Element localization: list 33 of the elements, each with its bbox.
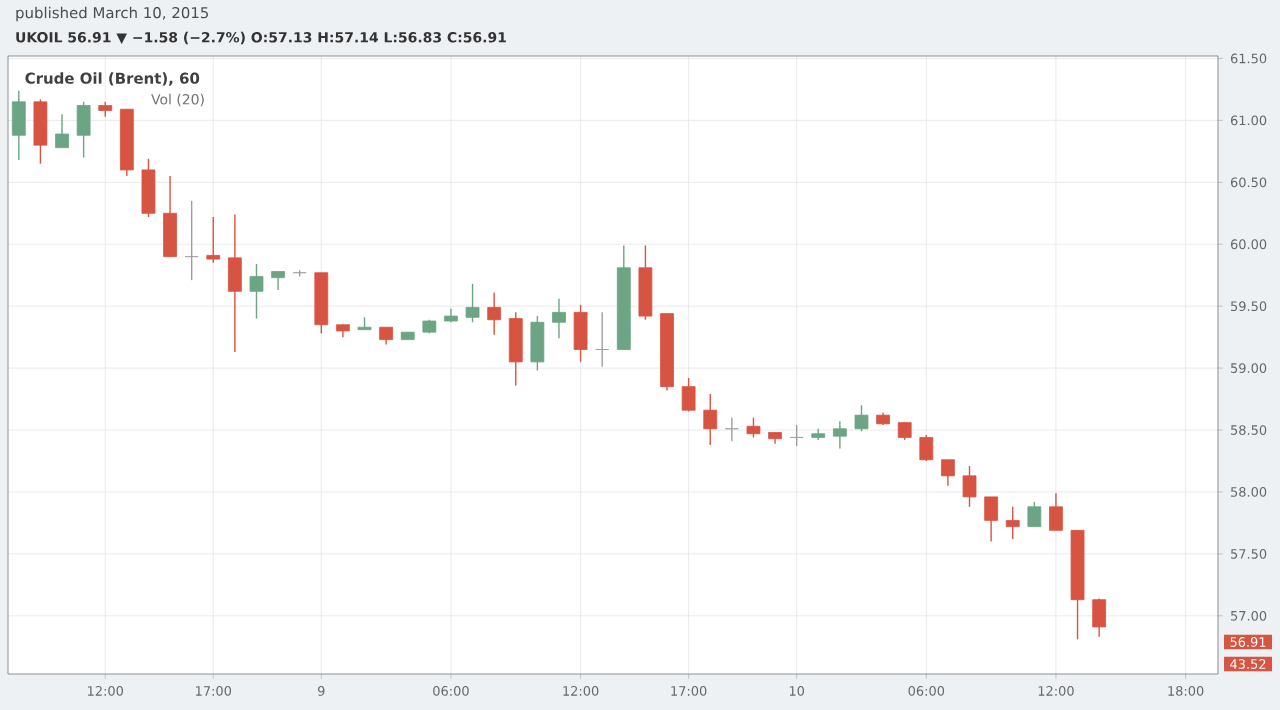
candlestick: [552, 298, 566, 340]
candlestick: [487, 291, 502, 336]
candlestick: [919, 434, 934, 462]
candlestick: [573, 304, 588, 363]
candlestick: [941, 459, 955, 487]
candlestick: [984, 496, 999, 543]
candlestick: [703, 393, 718, 446]
candlestick: [746, 416, 761, 439]
candlestick: [465, 283, 480, 323]
candlestick: [1005, 506, 1020, 540]
candlestick: [184, 200, 199, 281]
candlestick: [1027, 501, 1042, 528]
candlestick: [724, 416, 739, 442]
candlestick: [55, 113, 69, 149]
candlestick: [508, 311, 523, 387]
candlestick: [11, 89, 26, 161]
candlestick: [1049, 492, 1063, 532]
candlestick: [595, 311, 610, 368]
candlestick: [271, 270, 285, 291]
candlestick: [227, 213, 242, 353]
candlestick: [854, 404, 869, 432]
candlestick: [832, 420, 847, 450]
candlestick: [141, 158, 156, 218]
candlestick: [530, 315, 545, 372]
candlestick: [962, 465, 977, 508]
candlestick: [681, 377, 696, 413]
candlestick: [249, 263, 264, 320]
candlestick: [206, 216, 221, 264]
candlestick: [789, 424, 804, 447]
candlestick: [163, 175, 177, 258]
candlestick: [33, 98, 48, 165]
candlestick: [76, 101, 91, 159]
candlestick: [1092, 597, 1107, 638]
